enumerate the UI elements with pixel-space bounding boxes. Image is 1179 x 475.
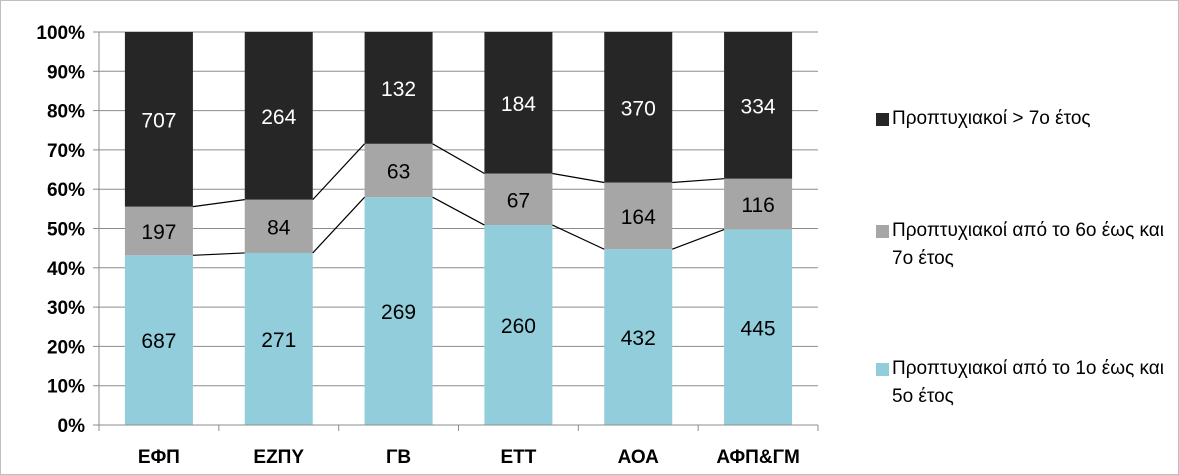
data-label: 184 <box>501 93 536 116</box>
bar-segment <box>124 206 193 256</box>
bar-segment <box>364 197 433 425</box>
data-label: 445 <box>741 317 776 340</box>
x-tick-label: ΕΤΤ <box>500 447 536 468</box>
y-tick-label: 90% <box>47 62 85 83</box>
x-tick-label: ΑΟΑ <box>618 447 659 468</box>
bar-segment <box>484 173 553 226</box>
series-line <box>552 172 605 184</box>
bar-segment <box>604 249 673 425</box>
bar-segment <box>724 32 793 179</box>
legend-label-1-5: Προπτυχιακοί από το 1ο έως και 5ο έτος <box>892 358 1164 407</box>
series-line <box>672 178 725 184</box>
data-label: 269 <box>381 301 416 324</box>
data-label: 707 <box>141 109 176 132</box>
series-line <box>432 196 485 226</box>
data-label: 197 <box>141 221 176 244</box>
y-tick-label: 10% <box>47 377 85 398</box>
data-label: 67 <box>507 189 530 212</box>
y-tick-label: 0% <box>58 416 86 437</box>
series-line <box>432 143 485 175</box>
series-line <box>192 252 245 256</box>
y-tick-label: 100% <box>36 23 85 44</box>
x-tick-label: ΓΒ <box>386 447 411 468</box>
x-tick-label: ΑΦΠ&ΓΜ <box>716 447 800 468</box>
bar-segment <box>724 229 793 425</box>
series-line <box>312 196 366 254</box>
legend: Προπτυχιακοί > 7ο έτος Προπτυχιακοί από … <box>876 0 1176 473</box>
bar-segment <box>364 143 433 198</box>
data-labels: 687 197 707 271 84 264 269 63 132 260 67 184 432 164 3… <box>141 78 776 353</box>
bar-segment <box>244 252 313 425</box>
data-label: 260 <box>501 315 536 338</box>
y-tick-label: 80% <box>47 102 85 123</box>
bar-segment <box>244 32 313 200</box>
data-label: 432 <box>621 327 656 350</box>
y-tick-label: 60% <box>47 180 85 201</box>
data-label: 116 <box>741 194 774 217</box>
data-label: 164 <box>621 206 656 229</box>
series-lines <box>192 143 725 256</box>
data-label: 264 <box>261 106 296 129</box>
legend-swatch-6-7 <box>876 225 889 238</box>
data-label: 370 <box>621 97 656 120</box>
data-label: 84 <box>267 216 291 239</box>
bar-segment <box>124 32 193 207</box>
axes: 0% 10% 20% 30% 40% 50% 60% 70% 80% 90% 100% ΕΦΠ ΕΖΠΥ… <box>36 23 819 468</box>
bar-segment <box>124 255 193 425</box>
legend-item-over-7: Προπτυχιακοί > 7ο έτος <box>876 105 1166 133</box>
bar-segment <box>244 199 313 253</box>
data-label: 687 <box>141 330 176 353</box>
gridlines <box>99 31 818 387</box>
legend-item-1-5: Προπτυχιακοί από το 1ο έως και 5ο έτος <box>876 355 1166 411</box>
series-line <box>672 229 725 250</box>
legend-swatch-1-5 <box>876 363 889 376</box>
data-label: 63 <box>387 160 410 183</box>
bar-segment <box>484 225 553 425</box>
y-tick-label: 50% <box>47 220 85 241</box>
legend-swatch-over-7 <box>876 113 889 126</box>
y-tick-label: 40% <box>47 259 85 280</box>
series-line <box>312 143 366 201</box>
legend-item-6-7: Προπτυχιακοί από το 6ο έως και 7ο έτος <box>876 217 1166 273</box>
y-tick-label: 30% <box>47 298 85 319</box>
y-tick-label: 20% <box>47 337 85 358</box>
data-label: 132 <box>381 78 416 101</box>
series-line <box>192 199 245 208</box>
bar-segment <box>604 32 673 183</box>
legend-label-over-7: Προπτυχιακοί > 7ο έτος <box>892 108 1091 129</box>
data-label: 334 <box>741 95 776 118</box>
series-line <box>552 224 605 250</box>
legend-label-6-7: Προπτυχιακοί από το 6ο έως και 7ο έτος <box>892 220 1164 269</box>
bars <box>124 32 793 425</box>
x-tick-label: ΕΖΠΥ <box>253 447 304 468</box>
x-tick-label: ΕΦΠ <box>138 447 180 468</box>
bar-segment <box>604 182 673 250</box>
data-label: 271 <box>261 329 296 352</box>
bar-segment <box>724 178 793 230</box>
y-tick-label: 70% <box>47 141 85 162</box>
bar-segment <box>364 32 433 144</box>
bar-segment <box>484 32 553 174</box>
